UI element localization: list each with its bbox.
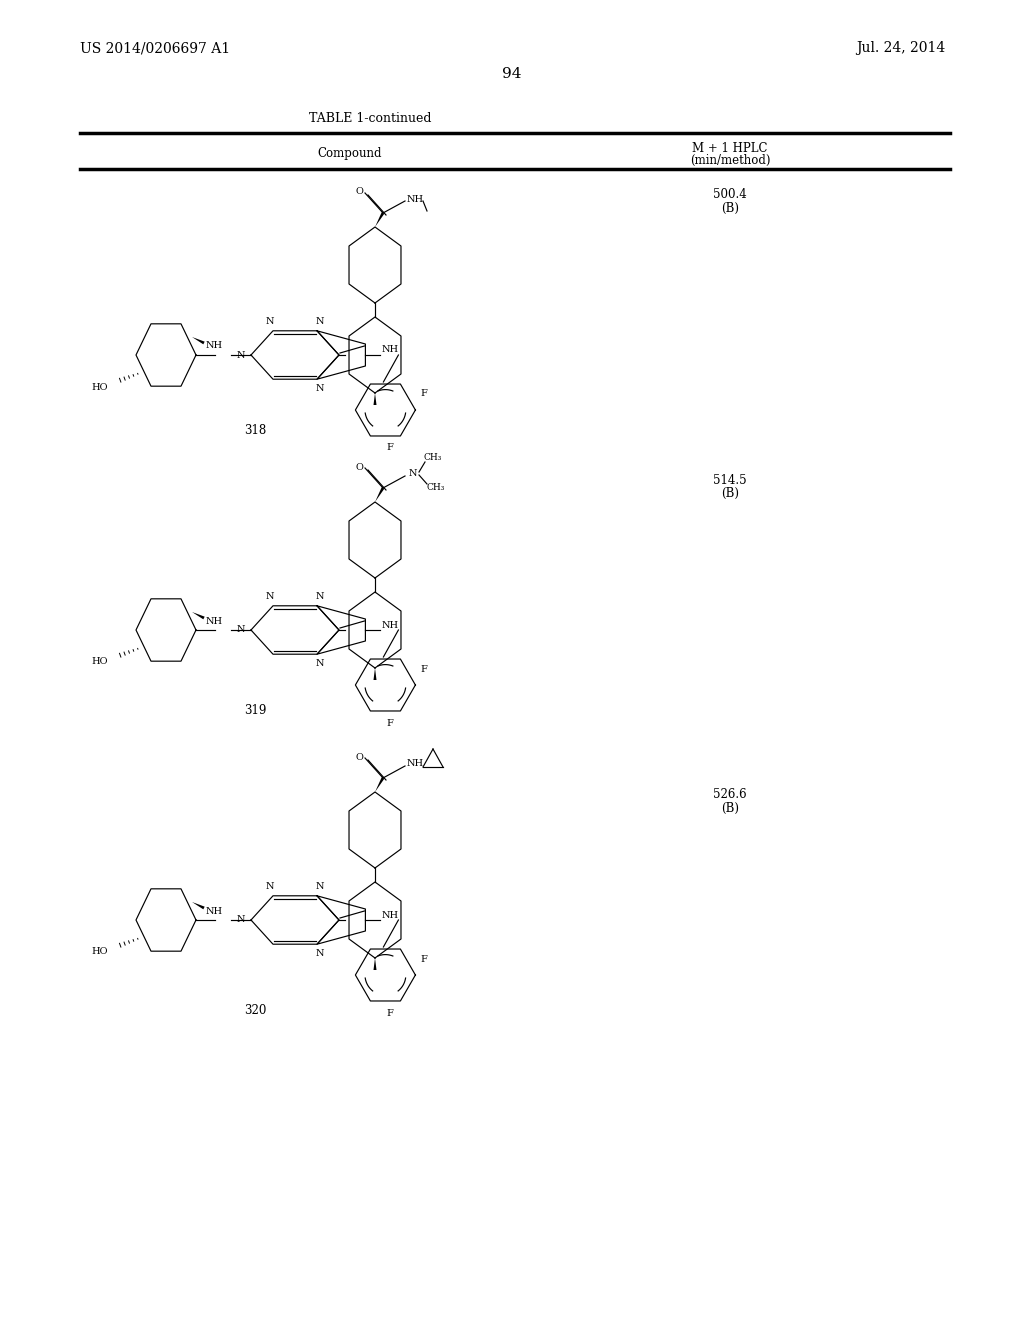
Polygon shape bbox=[375, 777, 384, 792]
Text: 94: 94 bbox=[502, 67, 522, 81]
Text: N: N bbox=[237, 916, 246, 924]
Text: NH: NH bbox=[407, 759, 424, 768]
Text: US 2014/0206697 A1: US 2014/0206697 A1 bbox=[80, 41, 230, 55]
Text: 319: 319 bbox=[244, 704, 266, 717]
Polygon shape bbox=[374, 668, 377, 680]
Text: N: N bbox=[266, 317, 274, 326]
Text: HO: HO bbox=[91, 383, 108, 392]
Text: N: N bbox=[315, 949, 325, 958]
Text: M + 1 HPLC: M + 1 HPLC bbox=[692, 141, 768, 154]
Polygon shape bbox=[374, 958, 377, 970]
Text: (B): (B) bbox=[721, 801, 739, 814]
Text: N: N bbox=[409, 469, 417, 478]
Text: 526.6: 526.6 bbox=[713, 788, 746, 801]
Text: Jul. 24, 2014: Jul. 24, 2014 bbox=[856, 41, 945, 55]
Polygon shape bbox=[375, 213, 384, 227]
Text: NH: NH bbox=[206, 342, 223, 351]
Text: CH₃: CH₃ bbox=[424, 454, 442, 462]
Text: N: N bbox=[266, 593, 274, 602]
Text: N: N bbox=[315, 384, 325, 393]
Text: NH: NH bbox=[206, 616, 223, 626]
Text: NH: NH bbox=[407, 194, 424, 203]
Polygon shape bbox=[193, 902, 205, 909]
Text: NH: NH bbox=[382, 620, 399, 630]
Text: F: F bbox=[420, 954, 427, 964]
Text: 500.4: 500.4 bbox=[713, 189, 746, 202]
Text: Compound: Compound bbox=[317, 147, 382, 160]
Text: N: N bbox=[315, 593, 325, 602]
Text: F: F bbox=[386, 1008, 393, 1018]
Polygon shape bbox=[193, 337, 205, 345]
Text: O: O bbox=[355, 462, 362, 471]
Text: 514.5: 514.5 bbox=[713, 474, 746, 487]
Text: O: O bbox=[355, 752, 362, 762]
Text: (min/method): (min/method) bbox=[690, 153, 770, 166]
Text: N: N bbox=[237, 351, 246, 359]
Text: (B): (B) bbox=[721, 202, 739, 214]
Text: F: F bbox=[386, 444, 393, 453]
Text: (B): (B) bbox=[721, 487, 739, 499]
Text: N: N bbox=[266, 882, 274, 891]
Text: N: N bbox=[315, 882, 325, 891]
Text: NH: NH bbox=[382, 346, 399, 355]
Text: TABLE 1-continued: TABLE 1-continued bbox=[309, 111, 431, 124]
Text: N: N bbox=[237, 626, 246, 635]
Text: CH₃: CH₃ bbox=[427, 483, 445, 492]
Text: NH: NH bbox=[206, 907, 223, 916]
Polygon shape bbox=[375, 487, 384, 502]
Text: F: F bbox=[420, 389, 427, 399]
Polygon shape bbox=[374, 393, 377, 405]
Text: 320: 320 bbox=[244, 1003, 266, 1016]
Text: HO: HO bbox=[91, 657, 108, 667]
Text: F: F bbox=[386, 718, 393, 727]
Text: NH: NH bbox=[382, 911, 399, 920]
Text: 318: 318 bbox=[244, 424, 266, 437]
Text: N: N bbox=[315, 317, 325, 326]
Text: F: F bbox=[420, 664, 427, 673]
Polygon shape bbox=[193, 612, 205, 619]
Text: N: N bbox=[315, 659, 325, 668]
Text: O: O bbox=[355, 187, 362, 197]
Text: HO: HO bbox=[91, 948, 108, 957]
